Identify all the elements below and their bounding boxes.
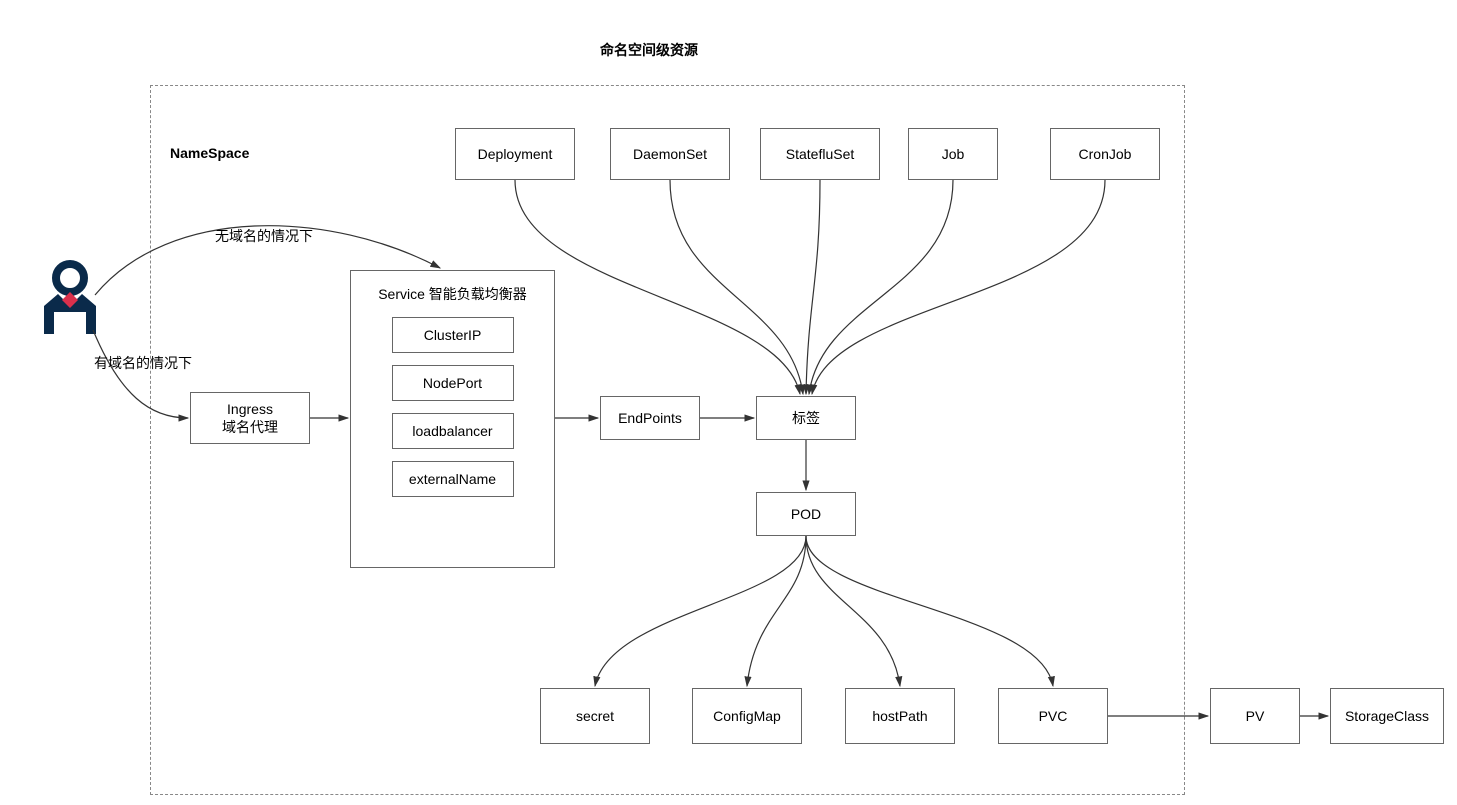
edge-pod-pvc bbox=[806, 536, 1053, 686]
node-label: DaemonSet bbox=[633, 145, 707, 163]
service-item-nodeport: NodePort bbox=[392, 365, 514, 401]
label-with-domain: 有域名的情况下 bbox=[94, 353, 192, 373]
node-service: Service 智能负载均衡器 ClusterIP NodePort loadb… bbox=[350, 270, 555, 568]
edge-daemonset-tags bbox=[670, 180, 803, 394]
edge-pod-hostpath bbox=[806, 536, 900, 686]
node-label: secret bbox=[576, 707, 614, 725]
node-label: POD bbox=[791, 505, 821, 523]
node-hostpath: hostPath bbox=[845, 688, 955, 744]
node-label: CronJob bbox=[1079, 145, 1132, 163]
node-label: hostPath bbox=[872, 707, 927, 725]
service-item-externalname: externalName bbox=[392, 461, 514, 497]
node-secret: secret bbox=[540, 688, 650, 744]
service-title: Service 智能负载均衡器 bbox=[351, 285, 554, 305]
node-tags: 标签 bbox=[756, 396, 856, 440]
node-label: Job bbox=[942, 145, 965, 163]
node-label: EndPoints bbox=[618, 409, 682, 427]
node-label: 标签 bbox=[792, 409, 820, 427]
node-label: ConfigMap bbox=[713, 707, 781, 725]
service-item-loadbalancer: loadbalancer bbox=[392, 413, 514, 449]
edge-cronjob-tags bbox=[812, 180, 1105, 394]
edge-deployment-tags bbox=[515, 180, 800, 394]
label-no-domain: 无域名的情况下 bbox=[215, 226, 313, 246]
node-job: Job bbox=[908, 128, 998, 180]
service-item-clusterip: ClusterIP bbox=[392, 317, 514, 353]
node-cronjob: CronJob bbox=[1050, 128, 1160, 180]
node-endpoints: EndPoints bbox=[600, 396, 700, 440]
node-label: PV bbox=[1246, 707, 1265, 725]
node-configmap: ConfigMap bbox=[692, 688, 802, 744]
node-statefulset: StatefluSet bbox=[760, 128, 880, 180]
node-label: PVC bbox=[1039, 707, 1068, 725]
node-deployment: Deployment bbox=[455, 128, 575, 180]
user-icon bbox=[44, 264, 96, 334]
node-label: Deployment bbox=[478, 145, 553, 163]
node-ingress: Ingress 域名代理 bbox=[190, 392, 310, 444]
edge-statefulset-tags bbox=[806, 180, 820, 394]
node-pod: POD bbox=[756, 492, 856, 536]
edge-pod-secret bbox=[595, 536, 806, 686]
node-label: StorageClass bbox=[1345, 707, 1429, 725]
node-pvc: PVC bbox=[998, 688, 1108, 744]
node-label: StatefluSet bbox=[786, 145, 855, 163]
node-pv: PV bbox=[1210, 688, 1300, 744]
node-daemonset: DaemonSet bbox=[610, 128, 730, 180]
node-storageclass: StorageClass bbox=[1330, 688, 1444, 744]
node-label: Ingress 域名代理 bbox=[222, 400, 278, 436]
edge-user-ingress bbox=[93, 330, 188, 418]
